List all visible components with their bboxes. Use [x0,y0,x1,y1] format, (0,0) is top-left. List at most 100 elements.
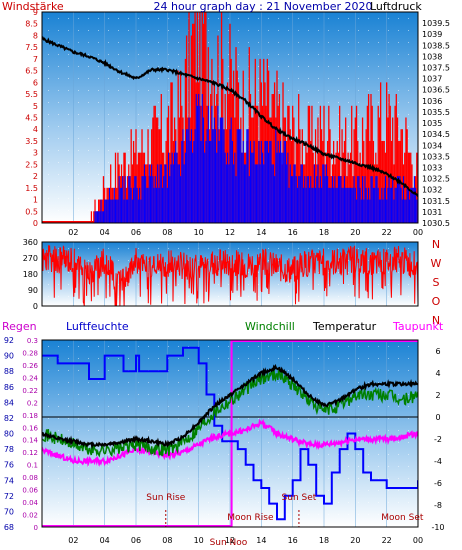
humidity-tick-label: 80 [4,430,14,439]
left-tick-label: 5.5 [25,90,38,99]
right-tick-label: 1035 [422,119,442,128]
panel1-title-center: 24 hour graph day : 21 November 2020 [153,0,372,13]
rain-tick-label: 0.14 [22,437,38,445]
right-tick-label: 1038.5 [422,41,450,50]
right-tick-label: 1035.5 [422,108,450,117]
x-tick-label: 12 [225,228,235,237]
x-tick-label: 14 [256,228,266,237]
temperature-tick-label: 6 [435,347,440,356]
sun-noon-label: Sun Noo [210,538,248,548]
humidity-tick-label: 84 [4,398,14,407]
sun-rise-label: Sun Rise [146,493,185,503]
left-tick-label: 4 [33,125,38,134]
temperature-tick-label: 0 [435,413,440,422]
left-tick-label: 2 [33,172,38,181]
right-tick-label: 1031.5 [422,197,450,206]
pressure-line [42,36,418,197]
panel2-frame [41,241,419,307]
x-tick-label: 06 [131,536,141,545]
rain-tick-label: 0.12 [22,449,38,457]
left-tick-label: 3 [33,149,38,158]
direction-tick-label: 0 [33,302,38,311]
legend-dewpoint: Taupunkt [392,320,444,333]
panel3-frame [41,339,419,528]
x-tick-label: 18 [319,228,329,237]
humidity-tick-label: 74 [4,476,14,485]
x-tick-label: 02 [68,228,78,237]
right-tick-label: 1037 [422,75,442,84]
temperature-tick-label: -2 [434,435,442,444]
panel1-x-tick-labels: 02 04 06 08 10 12 14 16 18 20 22 00 [68,228,423,237]
rain-tick-label: 0.3 [27,337,38,345]
right-tick-label: 1036 [422,97,442,106]
x-tick-label: 06 [131,228,141,237]
moon-set-label: Moon Set [381,513,424,523]
rain-tick-label: 0.06 [22,487,38,495]
humidity-tick-label: 78 [4,445,14,454]
temperature-line [42,363,418,450]
direction-tick-label: 270 [23,254,38,263]
rain-tick-label: 0.18 [22,412,38,420]
right-tick-label: 1032.5 [422,175,450,184]
temperature-tick-label: -6 [434,479,442,488]
panel3-rain-tick-labels: 0 0.02 0.04 0.06 0.08 0.1 0.12 0.14 0.16 0.18 0.2 0… [22,337,38,532]
panel-wind-pressure: Windstärke 24 hour graph day : 21 Novemb… [2,0,450,237]
x-tick-label: 00 [413,536,423,545]
wind-average-series [94,94,418,223]
dewpoint-line [42,418,418,468]
x-tick-label: 04 [100,536,110,545]
x-tick-label: 10 [194,536,204,545]
rain-tick-label: 0.22 [22,387,38,395]
humidity-tick-label: 76 [4,461,14,470]
humidity-tick-label: 88 [4,367,14,376]
humidity-tick-label: 90 [4,352,14,361]
left-tick-label: 8 [33,31,38,40]
left-tick-label: 1 [33,196,38,205]
x-tick-label: 16 [288,228,298,237]
legend-windchill: Windchill [245,320,295,333]
compass-label: W [431,257,442,270]
right-tick-label: 1039.5 [422,19,450,28]
legend-rain: Regen [2,320,37,333]
x-tick-label: 02 [68,536,78,545]
humidity-tick-label: 70 [4,507,14,516]
left-tick-label: 0 [33,219,38,228]
temperature-tick-label: -4 [434,457,442,466]
left-tick-label: 9 [33,8,38,17]
left-tick-label: 3.5 [25,137,38,146]
direction-tick-label: 180 [23,270,38,279]
panel3-temperature-tick-labels: 6 4 2 0 -2 -4 -6 -8 -10 [431,347,444,532]
humidity-tick-label: 86 [4,383,14,392]
right-tick-label: 1036.5 [422,86,450,95]
left-tick-label: 6 [33,78,38,87]
legend-temperature: Temperatur [312,320,377,333]
left-tick-label: 7 [33,55,38,64]
rain-tick-label: 0.04 [22,499,38,507]
humidity-tick-label: 92 [4,336,14,345]
rain-tick-label: 0 [34,524,38,532]
sun-set-label: Sun Set [282,493,317,503]
rain-tick-label: 0.08 [22,474,38,482]
right-tick-label: 1039 [422,30,442,39]
panel-temperature-humidity: Regen Luftfeuchte Windchill Temperatur T… [2,320,445,548]
left-tick-label: 0.5 [25,207,38,216]
moon-rise-label: Moon Rise [227,513,274,523]
direction-tick-label: 90 [28,286,38,295]
compass-label: N [432,238,440,251]
x-tick-label: 14 [256,536,266,545]
rain-tick-label: 0.2 [27,399,38,407]
left-tick-label: 2.5 [25,160,38,169]
windchill-line [42,367,418,458]
temperature-tick-label: -10 [431,523,444,532]
panel1-frame [41,11,419,224]
panel1-title-left: Windstärke [2,0,64,13]
x-tick-label: 10 [194,228,204,237]
rain-tick-label: 0.26 [22,362,38,370]
rain-tick-label: 0.02 [22,512,38,520]
x-tick-label: 12 [225,536,235,545]
right-tick-label: 1038 [422,52,442,61]
humidity-tick-label: 68 [4,523,14,532]
right-tick-label: 1037.5 [422,64,450,73]
